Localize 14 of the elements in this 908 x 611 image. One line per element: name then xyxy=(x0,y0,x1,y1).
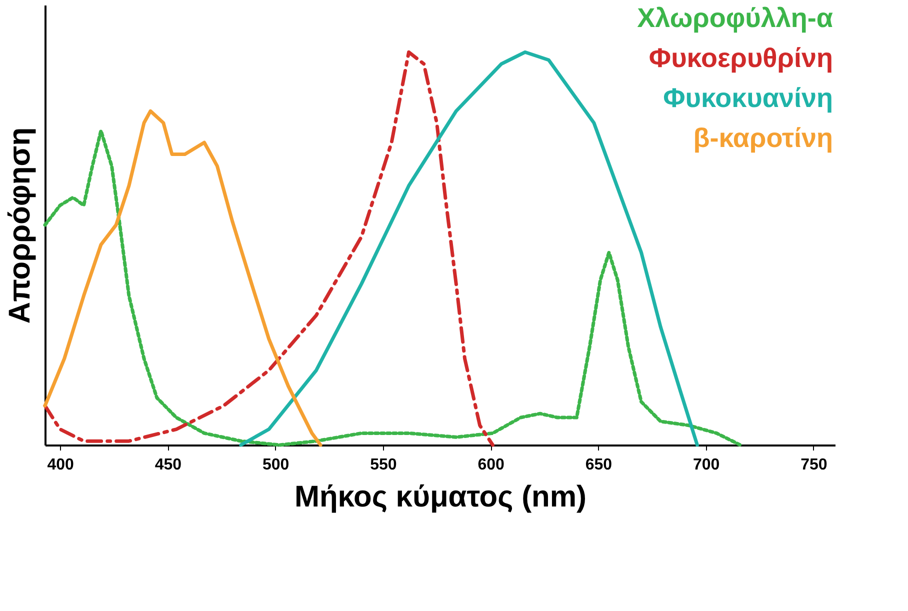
x-tick-label: 600 xyxy=(478,456,505,474)
text: Φυκοερυθρίνη xyxy=(648,43,833,73)
x-tick-label: 500 xyxy=(262,456,290,474)
y-axis-title: Απορρόφηση xyxy=(4,127,36,324)
x-tick-label: 450 xyxy=(154,456,182,474)
x-tick-label: 550 xyxy=(370,456,397,474)
text: β-καροτίνη xyxy=(693,123,833,153)
text: Χλωροφύλλη-α xyxy=(637,3,834,33)
text: Φυκοκυανίνη xyxy=(663,83,833,113)
x-axis-title: Μήκος κύματος (nm) xyxy=(294,480,587,514)
x-tick-label: 700 xyxy=(692,456,720,474)
x-tick-label: 750 xyxy=(800,456,828,474)
x-tick-label: 650 xyxy=(585,456,612,474)
x-tick-label: 400 xyxy=(47,456,74,474)
